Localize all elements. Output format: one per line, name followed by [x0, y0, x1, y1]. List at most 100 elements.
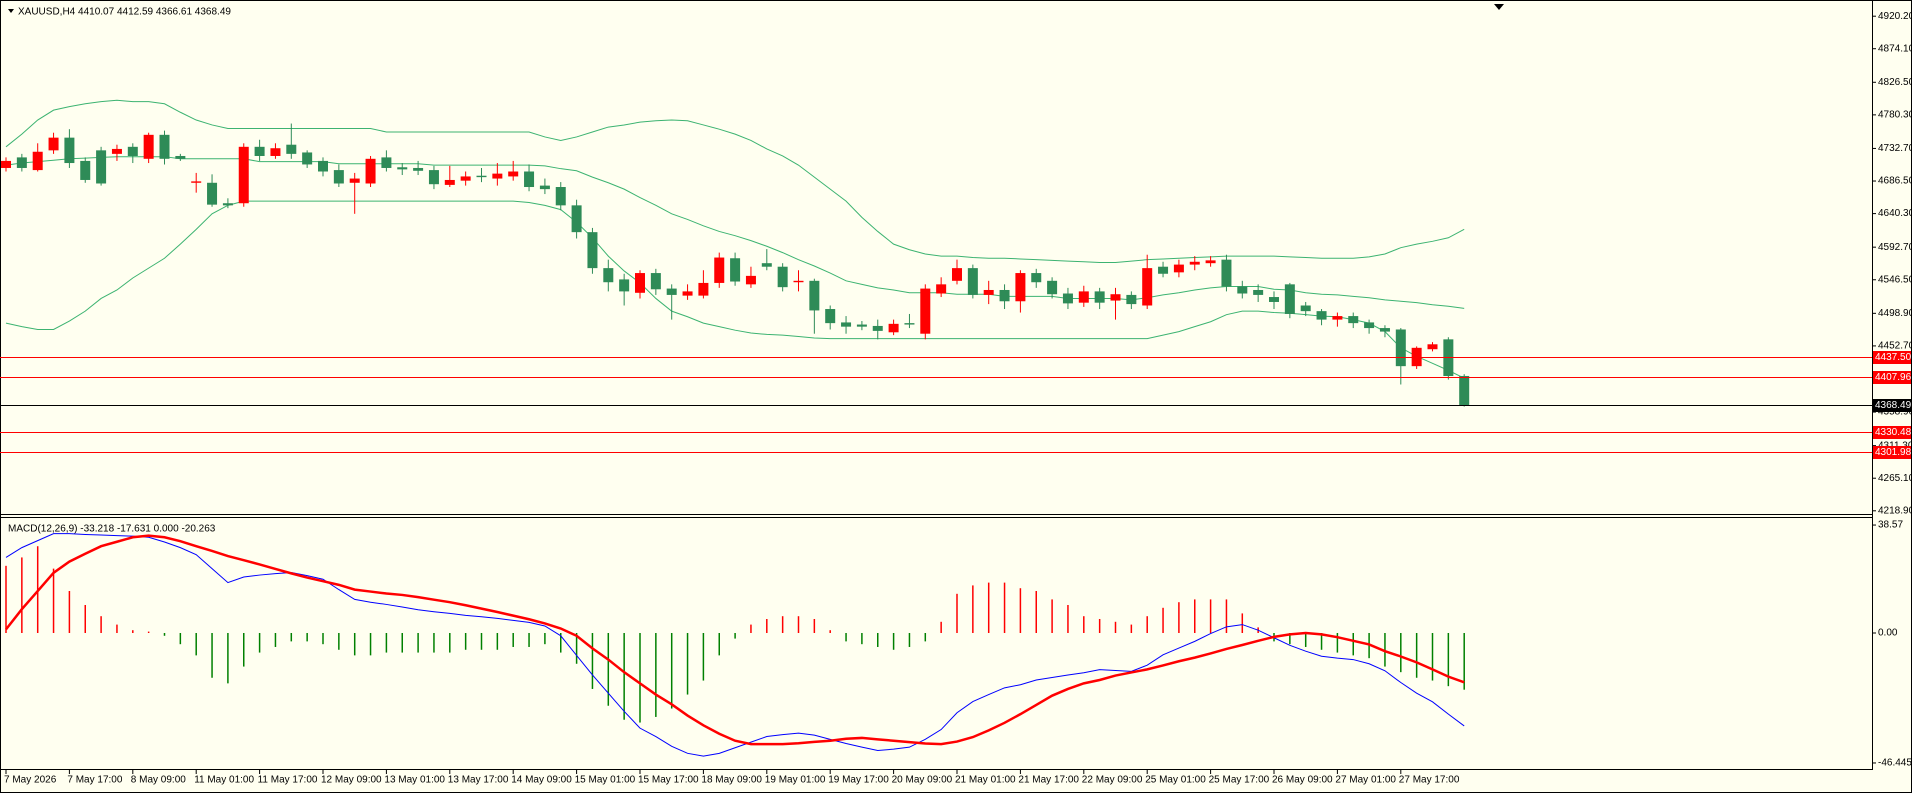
candle-body	[555, 187, 566, 206]
candle-body	[207, 182, 218, 205]
level-label: 4407.96	[1875, 372, 1912, 383]
x-tick-label: 21 May 01:00	[955, 775, 1016, 786]
macd-line	[5, 533, 1465, 757]
candle-body	[1253, 289, 1264, 295]
y-tick-label: 4826.50	[1878, 77, 1912, 88]
x-tick-label: 11 May 17:00	[258, 775, 318, 786]
candle-body	[872, 325, 883, 331]
candle-body	[999, 289, 1010, 302]
candle-body	[476, 175, 487, 178]
shift-marker	[1494, 4, 1504, 10]
x-tick-label: 12 May 09:00	[321, 775, 382, 786]
candle-body	[48, 137, 59, 151]
candle-body	[32, 151, 43, 171]
bollinger-band	[5, 200, 1465, 379]
candle-body	[841, 322, 852, 327]
x-tick-label: 19 May 01:00	[765, 775, 826, 786]
candle-body	[1031, 273, 1042, 283]
level-label-box	[1873, 426, 1911, 439]
candle-body	[571, 205, 582, 233]
candle-body	[730, 258, 741, 282]
candle-body	[1173, 264, 1184, 273]
x-tick-label: 11 May 01:00	[194, 775, 254, 786]
candle-body	[967, 268, 978, 295]
x-tick-label: 27 May 01:00	[1335, 775, 1396, 786]
level-label-box	[1873, 446, 1911, 459]
candle-body	[16, 157, 27, 168]
x-tick-label: 7 May 17:00	[67, 775, 122, 786]
level-label-box	[1873, 371, 1911, 384]
y-tick-label: 4546.50	[1878, 274, 1912, 285]
candle-body	[381, 157, 392, 168]
menu-arrow	[8, 9, 14, 13]
candle-body	[143, 134, 154, 159]
candle-body	[1269, 297, 1279, 302]
candle-body	[698, 282, 709, 296]
candle-body	[1078, 291, 1089, 303]
candle-body	[397, 167, 408, 170]
x-tick-label: 22 May 09:00	[1082, 775, 1143, 786]
x-tick-label: 14 May 09:00	[511, 775, 572, 786]
candle-body	[650, 273, 661, 290]
candle-body	[1332, 316, 1343, 320]
candle-body	[1427, 344, 1438, 350]
candle-body	[936, 284, 947, 294]
x-tick-label: 8 May 09:00	[131, 775, 186, 786]
candle-body	[238, 146, 249, 204]
y-tick-label: 4218.90	[1878, 505, 1912, 516]
candle-body	[1, 160, 11, 168]
candle-body	[619, 279, 630, 292]
y-tick-label: 4311.30	[1878, 440, 1912, 451]
candle-body	[460, 176, 471, 181]
candle-body	[1316, 311, 1327, 320]
candle-body	[1459, 375, 1470, 406]
candle-body	[1142, 268, 1153, 306]
y-tick-label: 4640.30	[1878, 208, 1912, 219]
candle-body	[222, 203, 233, 206]
x-tick-label: 15 May 01:00	[575, 775, 636, 786]
macd-line	[5, 534, 1465, 746]
bollinger-band	[5, 99, 1465, 263]
level-label: 4368.49	[1875, 400, 1912, 411]
candle-body	[666, 288, 677, 295]
candle-body	[1062, 293, 1073, 304]
candle-body	[888, 323, 899, 333]
y-tick-label: 4874.10	[1878, 43, 1912, 54]
candle-body	[714, 257, 725, 283]
candle-body	[159, 134, 170, 159]
candle-body	[270, 148, 281, 156]
candle-body	[1221, 259, 1232, 287]
candle-body	[349, 178, 360, 183]
candle-body	[127, 146, 138, 156]
x-tick-label: 27 May 17:00	[1399, 775, 1460, 786]
candle-body	[1284, 284, 1295, 314]
candle-body	[825, 309, 836, 324]
bollinger-band	[5, 156, 1465, 309]
candle-body	[1205, 260, 1216, 264]
x-tick-label: 20 May 09:00	[892, 775, 953, 786]
candle-body	[539, 185, 550, 190]
x-tick-label: 13 May 01:00	[384, 775, 445, 786]
candle-body	[191, 181, 202, 183]
candle-body	[793, 280, 804, 283]
y-tick-label: 4452.70	[1878, 341, 1912, 352]
candle-body	[635, 273, 645, 293]
candle-body	[856, 324, 867, 327]
candle-body	[492, 173, 503, 179]
y-tick-label: 4592.70	[1878, 242, 1912, 253]
candle-body	[1047, 280, 1058, 295]
x-tick-label: 21 May 17:00	[1018, 775, 1079, 786]
candle-body	[254, 146, 265, 156]
level-label-box	[1873, 351, 1911, 364]
x-tick-label: 7 May 2026	[4, 775, 57, 786]
candle-body	[1379, 328, 1390, 332]
x-tick-label: 25 May 01:00	[1145, 775, 1206, 786]
candle-body	[444, 179, 455, 185]
candle-body	[1237, 286, 1248, 294]
candle-body	[587, 232, 598, 269]
chart-title: XAUUSD,H4 4410.07 4412.59 4366.61 4368.4…	[18, 7, 231, 18]
candle-body	[524, 171, 535, 188]
candle-body	[64, 137, 75, 164]
y-tick-label: 4780.30	[1878, 110, 1912, 121]
